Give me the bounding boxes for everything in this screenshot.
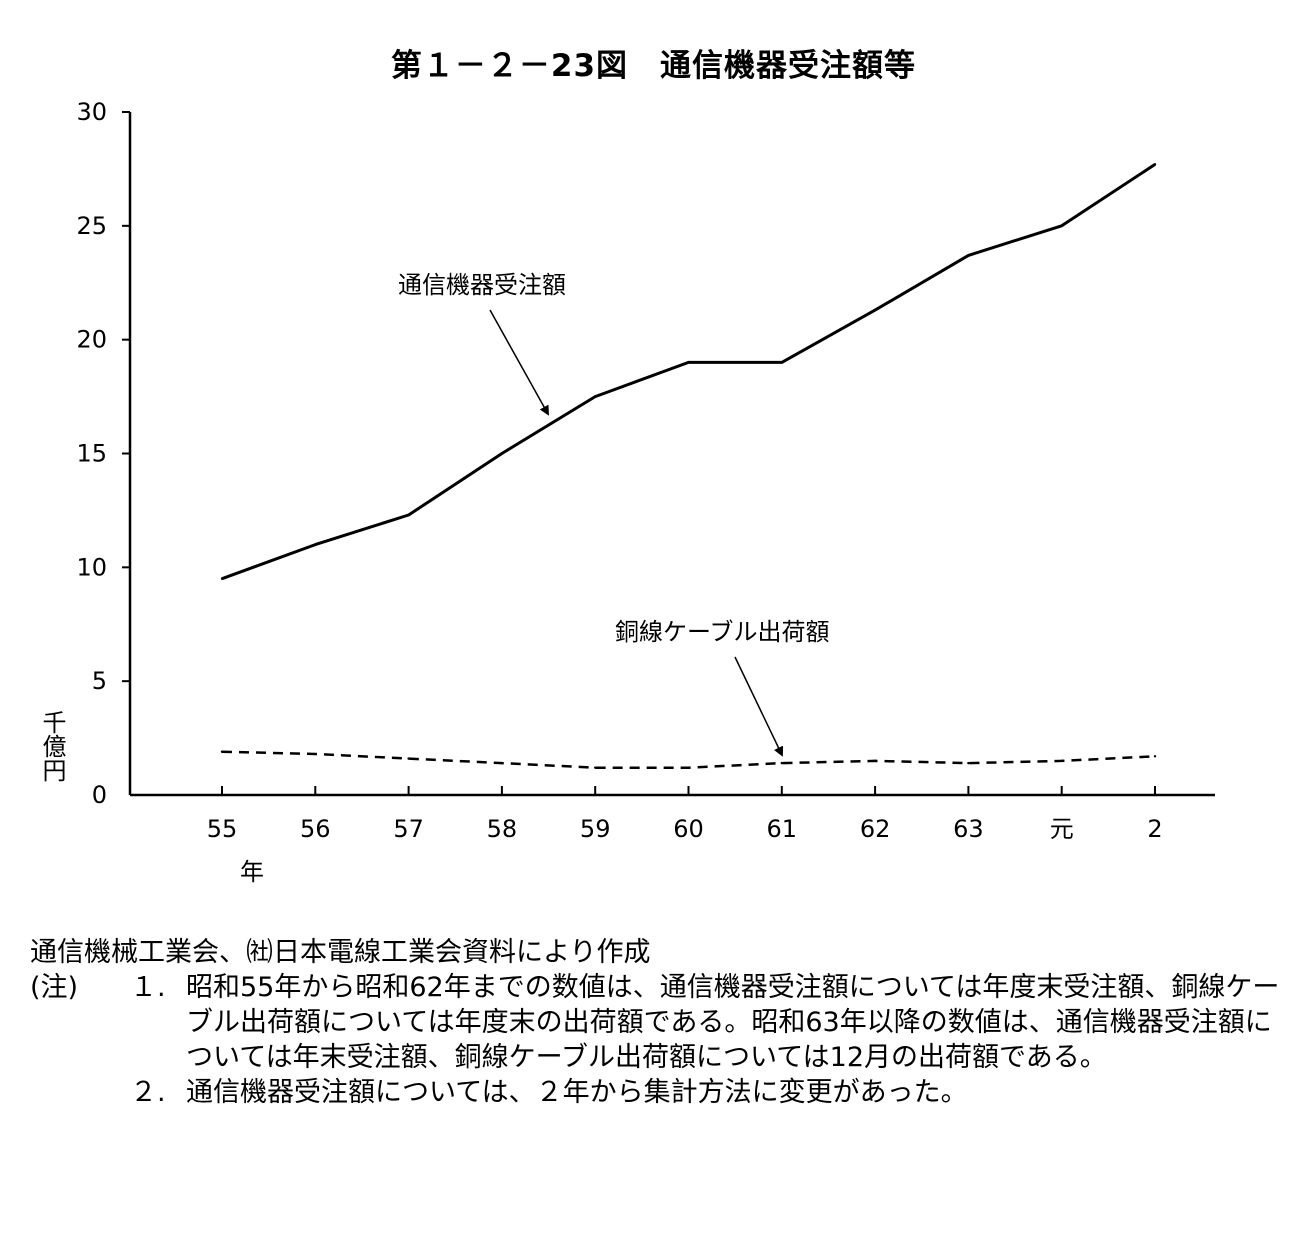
series-label-1: 通信機器受注額	[398, 271, 566, 299]
series-1-point	[1060, 224, 1063, 228]
series-line-1	[221, 163, 1156, 581]
annotation-arrow-2	[734, 656, 784, 757]
series-2-point	[687, 766, 690, 769]
axes	[128, 112, 1215, 797]
x-tick-label: 63	[953, 815, 984, 843]
note-text: 通信機器受注額については、２年から集計方法に変更があった。	[186, 1077, 968, 1108]
y-tick-label: 10	[76, 553, 107, 581]
y-tick-label: 15	[76, 440, 107, 468]
series-1-point	[1153, 163, 1157, 166]
y-axis-label: 千億円	[38, 710, 66, 782]
x-axis-unit-label: 年	[240, 858, 264, 886]
series-1-point	[407, 513, 410, 517]
series-1-point	[594, 395, 597, 398]
series-2-point	[1153, 755, 1157, 758]
note-item: １. 昭和55年から昭和62年までの数値は、通信機器受注額については年度末受注額、…	[130, 970, 1290, 1075]
y-tick-label: 5	[92, 667, 107, 695]
note-text: 昭和55年から昭和62年までの数値は、通信機器受注額については年度末受注額、銅線…	[186, 972, 1280, 1073]
note-items: １. 昭和55年から昭和62年までの数値は、通信機器受注額については年度末受注額、…	[130, 970, 1290, 1110]
series-2-point	[407, 757, 410, 760]
line-chart: 0 5 10 15 20 25 30 55 56 57 58 59 60 61 62 63 元 2 年 通信機器受…	[38, 98, 1215, 886]
series-1-point	[220, 577, 224, 580]
note-item: ２. 通信機器受注額については、２年から集計方法に変更があった。	[130, 1075, 1290, 1110]
source-note: 通信機械工業会、㈳日本電線工業会資料により作成	[30, 937, 651, 968]
chart-title: 第１－２－23図 通信機器受注額等	[390, 48, 917, 84]
series-1-point	[873, 308, 877, 312]
notes: 通信機械工業会、㈳日本電線工業会資料により作成 (注) １. 昭和55年から昭和6…	[30, 935, 1290, 1110]
series-1-point	[967, 254, 970, 257]
series-1-point	[314, 543, 317, 546]
annotation-arrow-1	[489, 309, 549, 416]
series-2-point	[967, 761, 970, 765]
series-2-point	[594, 766, 597, 769]
series-2-point	[314, 752, 317, 756]
series-label-2: 銅線ケーブル出荷額	[615, 618, 830, 646]
note-label: (注)	[30, 972, 79, 1003]
x-tick-label: 59	[580, 815, 611, 843]
note-block: (注) １. 昭和55年から昭和62年までの数値は、通信機器受注額については年度末…	[30, 970, 1290, 1110]
series-2-point	[220, 750, 224, 753]
x-tick-label: 56	[300, 815, 331, 843]
series-line-2	[221, 750, 1156, 769]
y-tick-label: 20	[76, 326, 107, 354]
x-tick-label: 57	[393, 815, 424, 843]
y-tick-label: 0	[92, 781, 107, 809]
x-tick-label: 58	[487, 815, 518, 843]
series-1-point	[780, 361, 783, 364]
series-1-point	[687, 361, 690, 364]
x-tick-label: 2	[1147, 815, 1162, 843]
series-2-point	[780, 761, 783, 765]
series-2-point	[873, 759, 877, 763]
x-tick-label: 62	[860, 815, 891, 843]
x-axis-ticks: 55 56 57 58 59 60 61 62 63 元 2 年	[207, 786, 1163, 886]
note-number: １.	[130, 972, 166, 1003]
series-layer	[220, 163, 1157, 769]
y-axis-unit-label: 千億円	[38, 710, 66, 782]
y-tick-label: 30	[76, 98, 107, 126]
series-1-point	[500, 452, 504, 455]
y-tick-label: 25	[76, 212, 107, 240]
x-tick-label: 元	[1050, 815, 1074, 843]
series-2-point	[500, 761, 504, 765]
series-2-point	[1060, 759, 1063, 763]
y-axis-ticks: 0 5 10 15 20 25 30	[76, 98, 130, 809]
note-number: ２.	[130, 1077, 166, 1108]
x-tick-label: 55	[207, 815, 238, 843]
x-tick-label: 61	[767, 815, 798, 843]
x-tick-label: 60	[673, 815, 704, 843]
